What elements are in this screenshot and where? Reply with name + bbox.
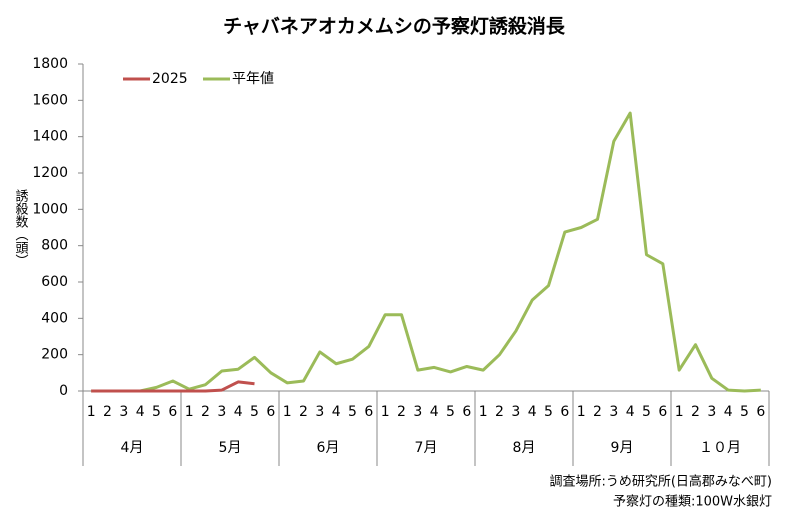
x-tick-label: 4	[136, 404, 145, 420]
x-tick-label: 3	[413, 404, 422, 420]
y-tick-label: 1600	[32, 92, 68, 108]
x-tick-label: 2	[103, 404, 112, 420]
x-tick-label: 4	[528, 404, 537, 420]
note: 予察灯の種類:100W水銀灯	[613, 494, 772, 510]
group-label: 6月	[317, 440, 340, 456]
x-tick-label: 6	[364, 404, 373, 420]
data-line	[91, 380, 255, 393]
group-label: 5月	[219, 440, 242, 456]
x-tick-label: 4	[724, 404, 733, 420]
data-line	[91, 111, 761, 393]
y-tick-label: 1800	[32, 56, 68, 72]
chart-title: チャバネアオカメムシの予察灯誘殺消長	[223, 15, 566, 38]
y-tick-label: 1200	[32, 165, 68, 181]
x-tick-label: 2	[691, 404, 700, 420]
x-tick-label: 1	[479, 404, 488, 420]
x-tick-label: 5	[544, 404, 553, 420]
x-tick-label: 3	[217, 404, 226, 420]
y-tick-label: 0	[59, 383, 68, 399]
x-tick-label: 6	[560, 404, 569, 420]
y-tick-label: 800	[41, 238, 68, 254]
x-tick-label: 1	[185, 404, 194, 420]
x-tick-label: 2	[299, 404, 308, 420]
x-tick-label: 5	[152, 404, 161, 420]
y-tick-label: 200	[41, 347, 68, 363]
x-tick-label: 4	[332, 404, 341, 420]
x-tick-label: 4	[430, 404, 439, 420]
x-tick-label: 3	[119, 404, 128, 420]
x-tick-label: 4	[234, 404, 243, 420]
x-tick-label: 6	[266, 404, 275, 420]
x-tick-label: 5	[250, 404, 259, 420]
x-tick-label: 5	[348, 404, 357, 420]
x-tick-label: 5	[642, 404, 651, 420]
x-tick-label: 6	[756, 404, 765, 420]
group-label: 9月	[611, 440, 634, 456]
x-tick-label: 2	[495, 404, 504, 420]
x-tick-label: 5	[446, 404, 455, 420]
legend-label: 平年値	[232, 71, 274, 87]
legend-label: 2025	[152, 71, 188, 87]
x-tick-label: 2	[397, 404, 406, 420]
y-tick-label: 600	[41, 274, 68, 290]
y-axis-label: 誘殺数（頭）	[13, 189, 29, 267]
group-label: 7月	[415, 440, 438, 456]
x-tick-label: 3	[315, 404, 324, 420]
y-tick-label: 1400	[32, 129, 68, 145]
note: 調査場所:うめ研究所(日高郡みなべ町)	[549, 474, 772, 490]
x-tick-label: 6	[168, 404, 177, 420]
x-tick-label: 3	[511, 404, 520, 420]
x-tick-label: 6	[658, 404, 667, 420]
x-tick-label: 2	[593, 404, 602, 420]
x-tick-label: 4	[626, 404, 635, 420]
x-tick-label: 1	[577, 404, 586, 420]
y-tick-label: 400	[41, 310, 68, 326]
x-tick-label: 3	[707, 404, 716, 420]
group-label: 4月	[121, 440, 144, 456]
group-label: １０月	[699, 440, 741, 456]
x-tick-label: 1	[283, 404, 292, 420]
group-label: 8月	[513, 440, 536, 456]
x-tick-label: 2	[201, 404, 210, 420]
x-tick-label: 1	[381, 404, 390, 420]
y-tick-label: 1000	[32, 201, 68, 217]
x-tick-label: 6	[462, 404, 471, 420]
x-tick-label: 5	[740, 404, 749, 420]
x-tick-label: 3	[609, 404, 618, 420]
x-tick-label: 1	[87, 404, 96, 420]
x-tick-label: 1	[675, 404, 684, 420]
